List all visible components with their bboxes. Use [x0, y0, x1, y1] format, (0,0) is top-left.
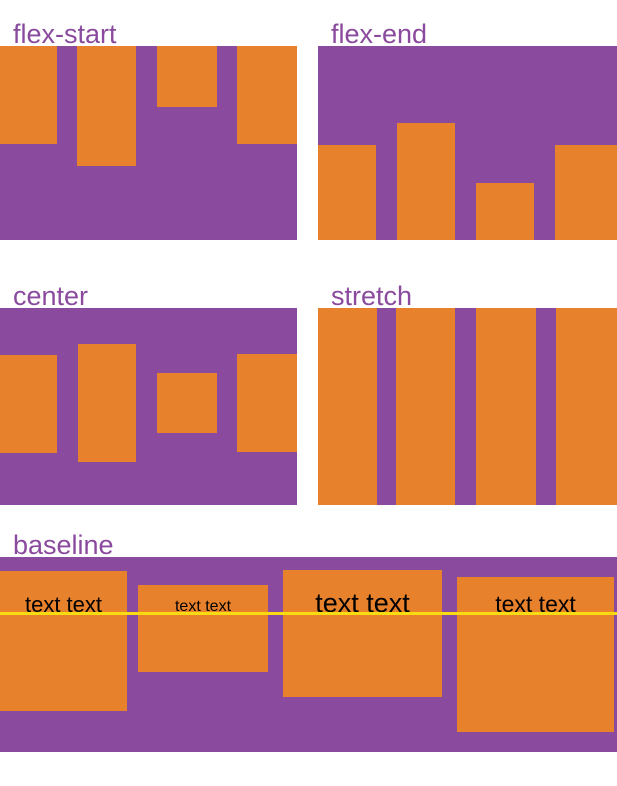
flex-item — [318, 308, 377, 505]
flex-item — [397, 123, 455, 240]
flex-item — [0, 46, 57, 144]
flex-item-text: text text — [24, 592, 103, 617]
panel-title-stretch: stretch — [331, 281, 413, 311]
flex-container-flex-end — [318, 46, 617, 240]
flex-item — [237, 46, 297, 144]
flex-item: text text — [283, 570, 442, 697]
panel-title-baseline: baseline — [13, 530, 114, 560]
flex-item — [0, 355, 57, 453]
panel-title-flex-end: flex-end — [331, 19, 428, 49]
flex-item-text: text text — [495, 591, 576, 617]
flex-item: text text — [457, 577, 614, 732]
panel-title-flex-start: flex-start — [13, 19, 117, 49]
flex-container-baseline: text text text text text text text text — [0, 557, 617, 752]
flex-item — [556, 308, 617, 505]
flex-container-flex-start — [0, 46, 297, 240]
baseline-indicator-line — [0, 612, 617, 615]
panel-title-center: center — [13, 281, 89, 311]
flex-container-center — [0, 308, 297, 505]
flex-item — [318, 145, 376, 240]
flex-item — [157, 373, 217, 433]
flex-container-stretch — [318, 308, 617, 505]
flex-item-text: text text — [174, 598, 232, 615]
flex-item — [77, 46, 136, 166]
flex-item — [78, 344, 136, 462]
flex-item — [476, 308, 536, 505]
flex-item — [555, 145, 617, 240]
flex-item — [237, 354, 297, 452]
flex-item: text text — [138, 585, 268, 672]
flex-item: text text — [0, 571, 127, 711]
flex-item — [157, 46, 217, 107]
flex-item — [396, 308, 455, 505]
flex-item — [476, 183, 534, 240]
